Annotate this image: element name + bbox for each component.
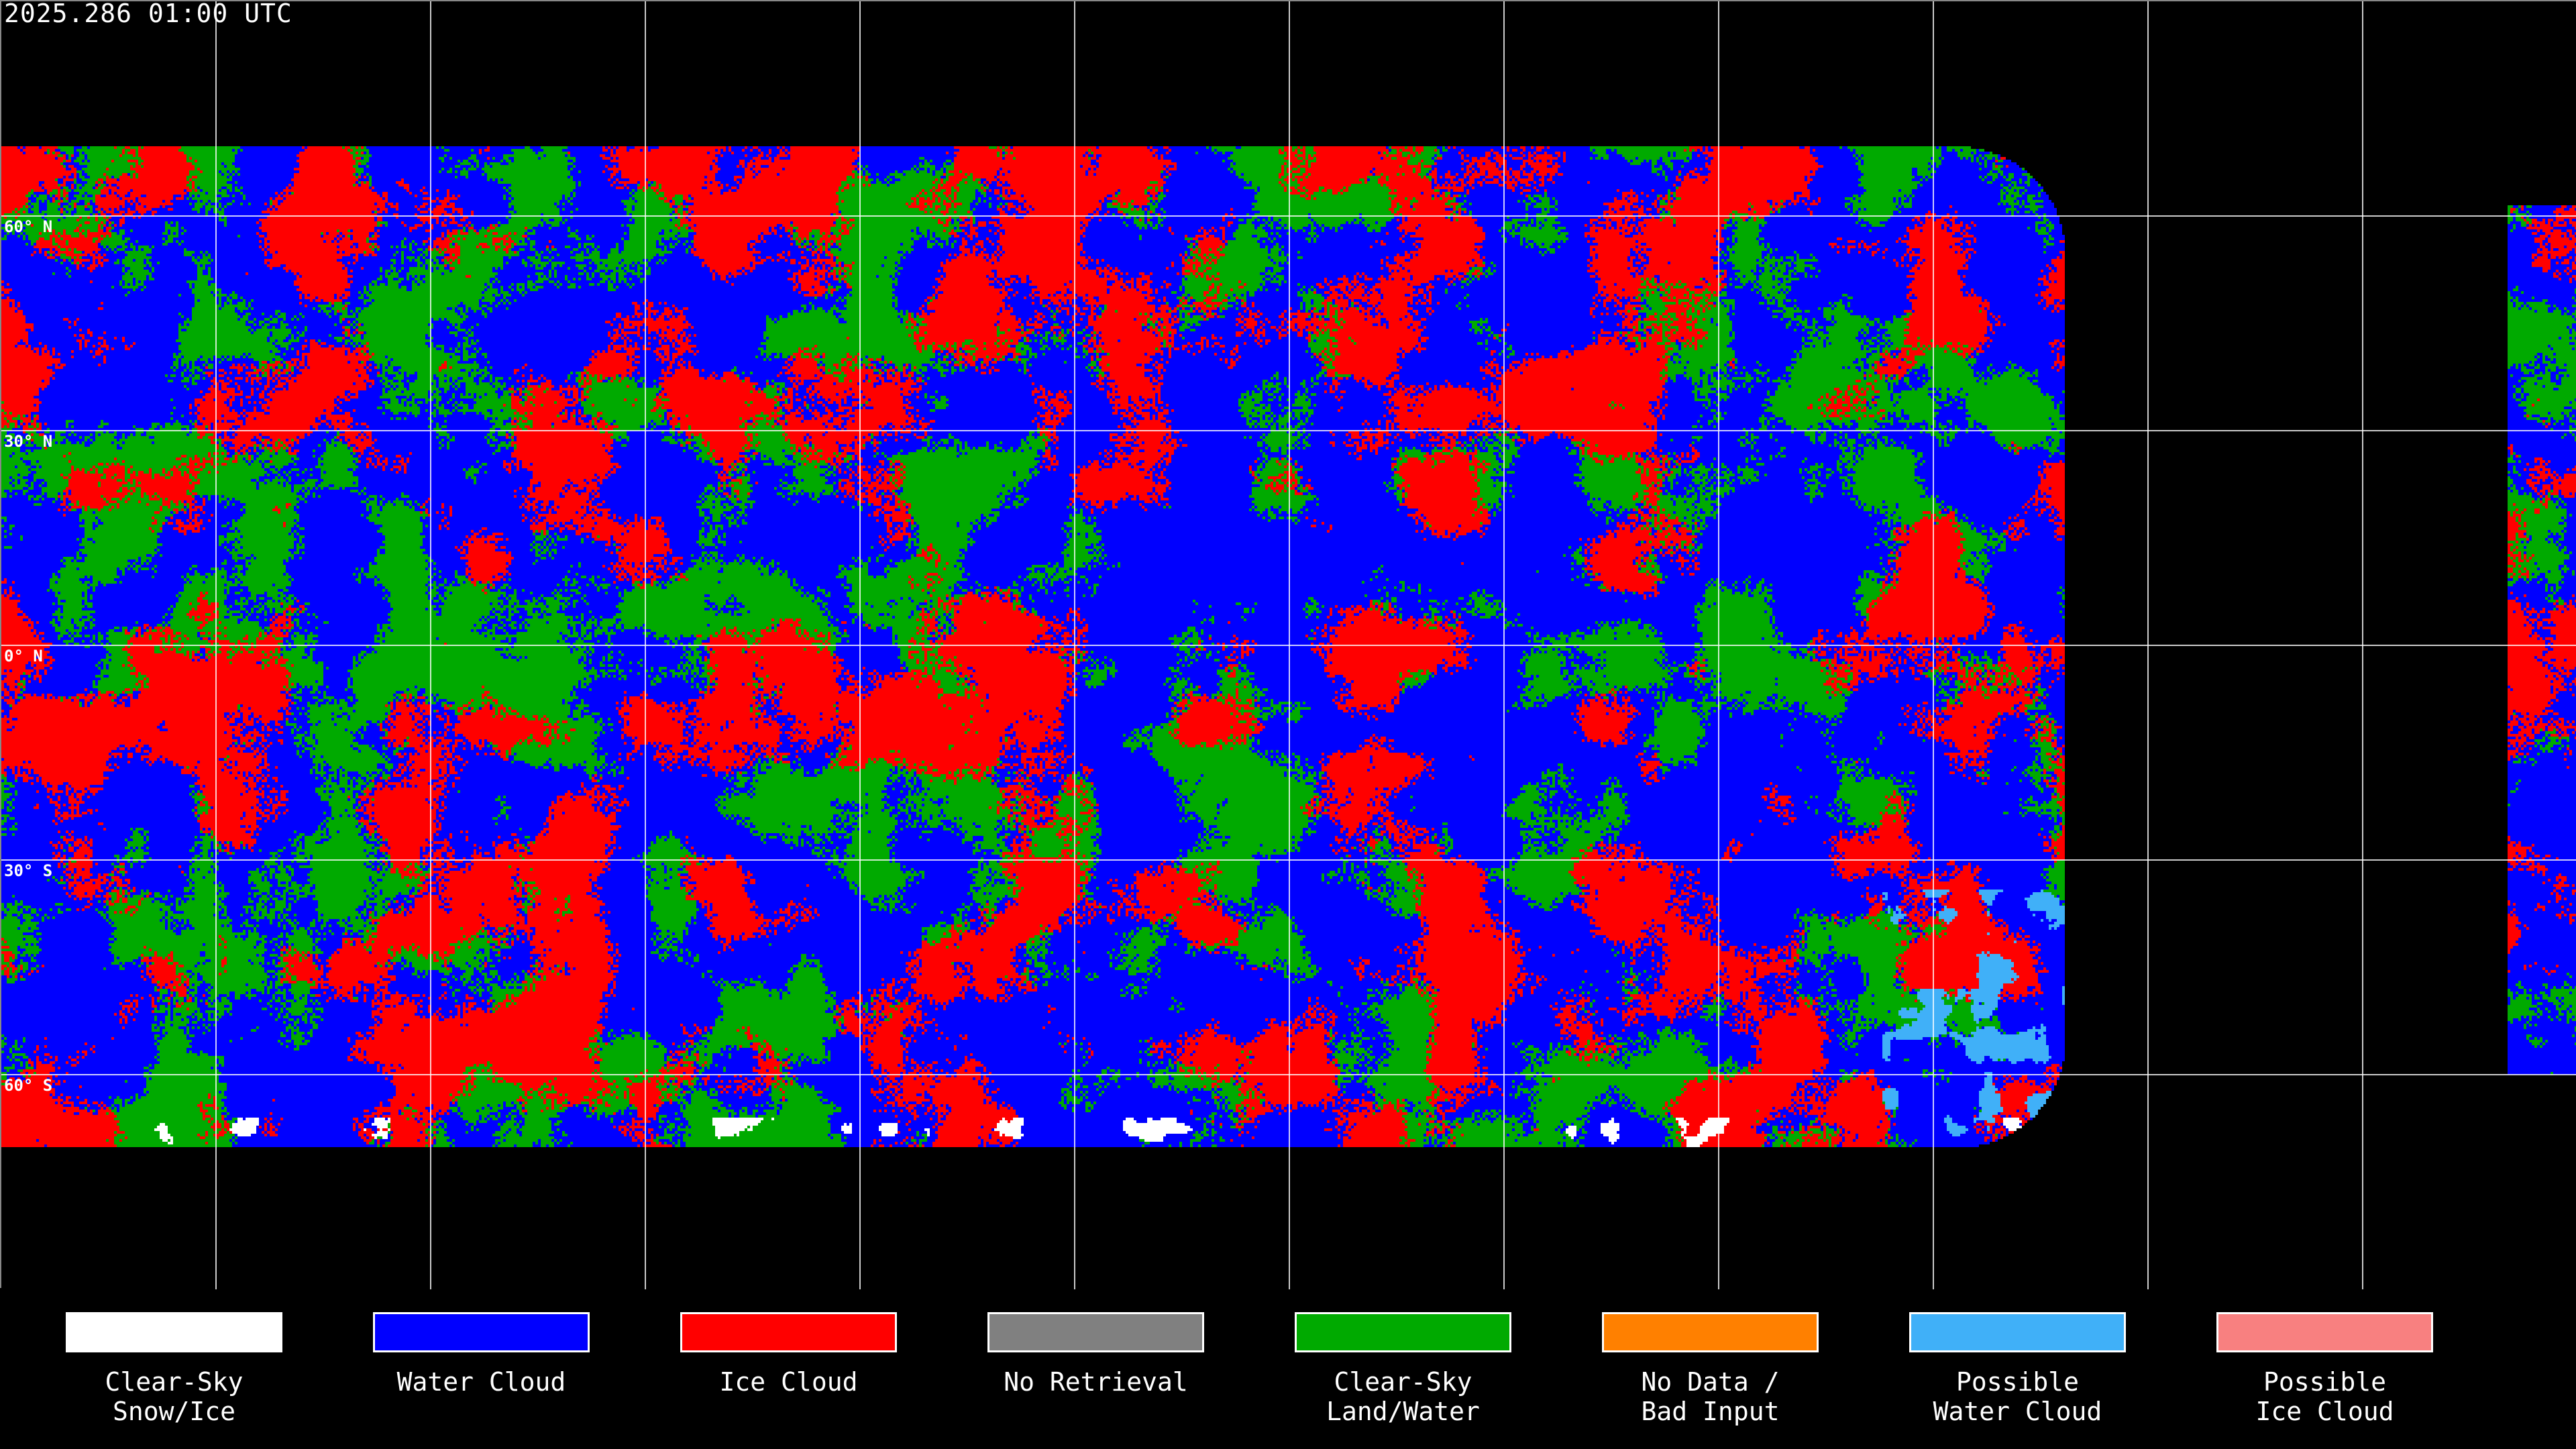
legend-label: Clear-Sky Snow/Ice	[105, 1367, 244, 1426]
legend-item-water-cloud: Water Cloud	[373, 1312, 590, 1397]
legend-label: Clear-Sky Land/Water	[1326, 1367, 1480, 1426]
legend-item-possible-water-cloud: Possible Water Cloud	[1909, 1312, 2126, 1426]
legend-label: Ice Cloud	[719, 1367, 858, 1397]
legend-swatch	[1295, 1312, 1511, 1352]
lat-label-60n: 60° N	[4, 217, 53, 236]
legend-swatch	[66, 1312, 282, 1352]
legend-item-ice-cloud: Ice Cloud	[680, 1312, 897, 1397]
legend-item-no-retrieval: No Retrieval	[987, 1312, 1204, 1397]
legend-label: Water Cloud	[396, 1367, 566, 1397]
legend-swatch	[1909, 1312, 2126, 1352]
legend-item-no-data: No Data / Bad Input	[1602, 1312, 1819, 1426]
legend-label: Possible Water Cloud	[1933, 1367, 2102, 1426]
legend-label: Possible Ice Cloud	[2255, 1367, 2394, 1426]
legend-swatch	[987, 1312, 1204, 1352]
lat-lon-grid	[1, 1, 2576, 1289]
legend-item-clear-sky-snow-ice: Clear-Sky Snow/Ice	[66, 1312, 282, 1426]
legend-swatch	[680, 1312, 897, 1352]
legend-label: No Retrieval	[1004, 1367, 1188, 1397]
legend-item-possible-ice-cloud: Possible Ice Cloud	[2216, 1312, 2433, 1426]
legend-swatch	[1602, 1312, 1819, 1352]
legend-swatch	[373, 1312, 590, 1352]
cloud-phase-map: 2025.286 01:00 UTC 60° N 30° N 0° N 30° …	[0, 0, 2576, 1289]
lat-label-equator: 0° N	[4, 647, 43, 665]
lat-label-30s: 30° S	[4, 861, 53, 880]
legend-label: No Data / Bad Input	[1641, 1367, 1780, 1426]
legend: Clear-Sky Snow/Ice Water Cloud Ice Cloud…	[0, 1288, 2576, 1449]
legend-swatch	[2216, 1312, 2433, 1352]
legend-item-clear-sky-land-water: Clear-Sky Land/Water	[1295, 1312, 1511, 1426]
lat-label-60s: 60° S	[4, 1076, 53, 1095]
lat-label-30n: 30° N	[4, 432, 53, 451]
timestamp-title: 2025.286 01:00 UTC	[4, 0, 292, 28]
